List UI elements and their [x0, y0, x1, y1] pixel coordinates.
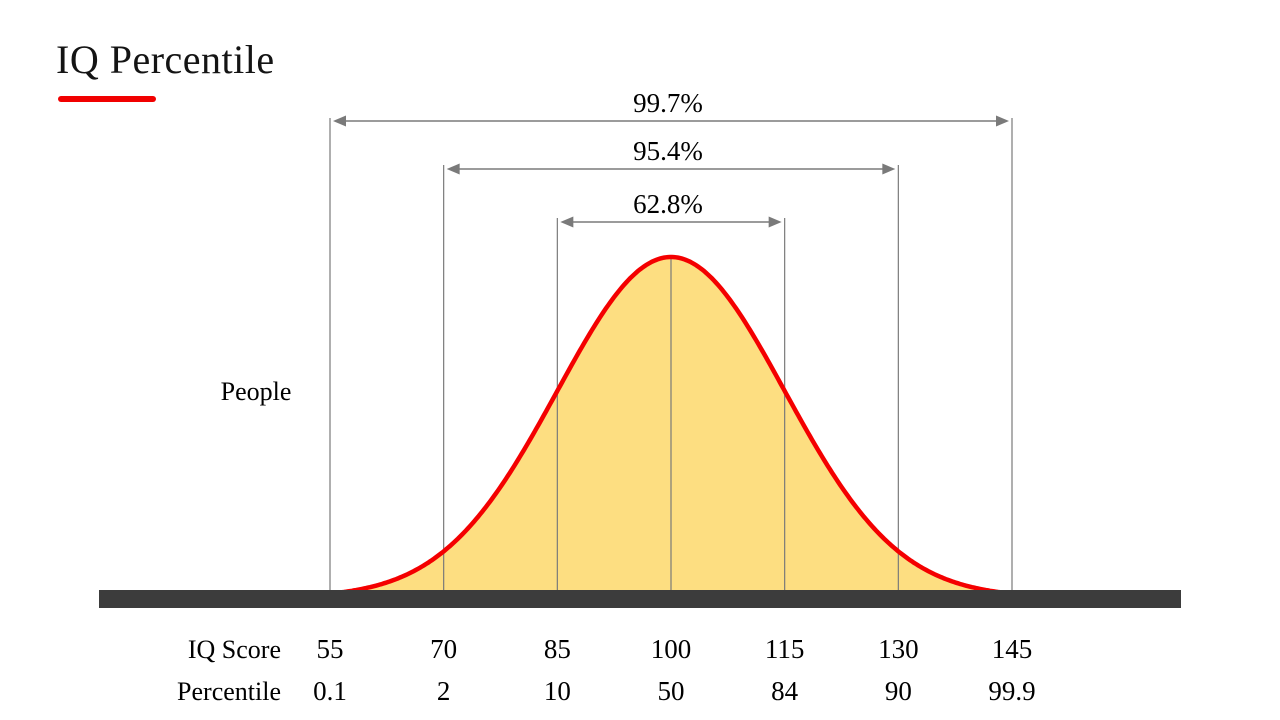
range-annotation-95-4: 95.4%	[633, 136, 703, 166]
iq-tick-value: 100	[650, 634, 692, 664]
y-axis-label: People	[220, 377, 292, 406]
percentile-value: 10	[543, 676, 571, 706]
percentile-value: 90	[884, 676, 912, 706]
range-annotation-62-8: 62.8%	[633, 189, 703, 219]
iq-tick-value: 85	[543, 634, 571, 664]
iq-tick-value: 55	[316, 634, 344, 664]
iq-tick-value: 115	[764, 634, 805, 664]
percentile-value: 2	[436, 676, 451, 706]
iq-tick-value: 145	[991, 634, 1033, 664]
iq-tick-value: 70	[430, 634, 458, 664]
page-title: IQ Percentile	[56, 37, 275, 82]
percentile-value: 50	[657, 676, 685, 706]
percentile-row-label: Percentile	[177, 677, 281, 706]
x-axis-title: IQ Score	[187, 635, 281, 664]
percentile-value: 84	[771, 676, 799, 706]
title-underline-decoration	[58, 96, 156, 102]
percentile-value: 99.9	[988, 676, 1036, 706]
percentile-value: 0.1	[313, 676, 347, 706]
iq-tick-value: 130	[878, 634, 919, 664]
range-annotation-99-7: 99.7%	[633, 88, 703, 118]
